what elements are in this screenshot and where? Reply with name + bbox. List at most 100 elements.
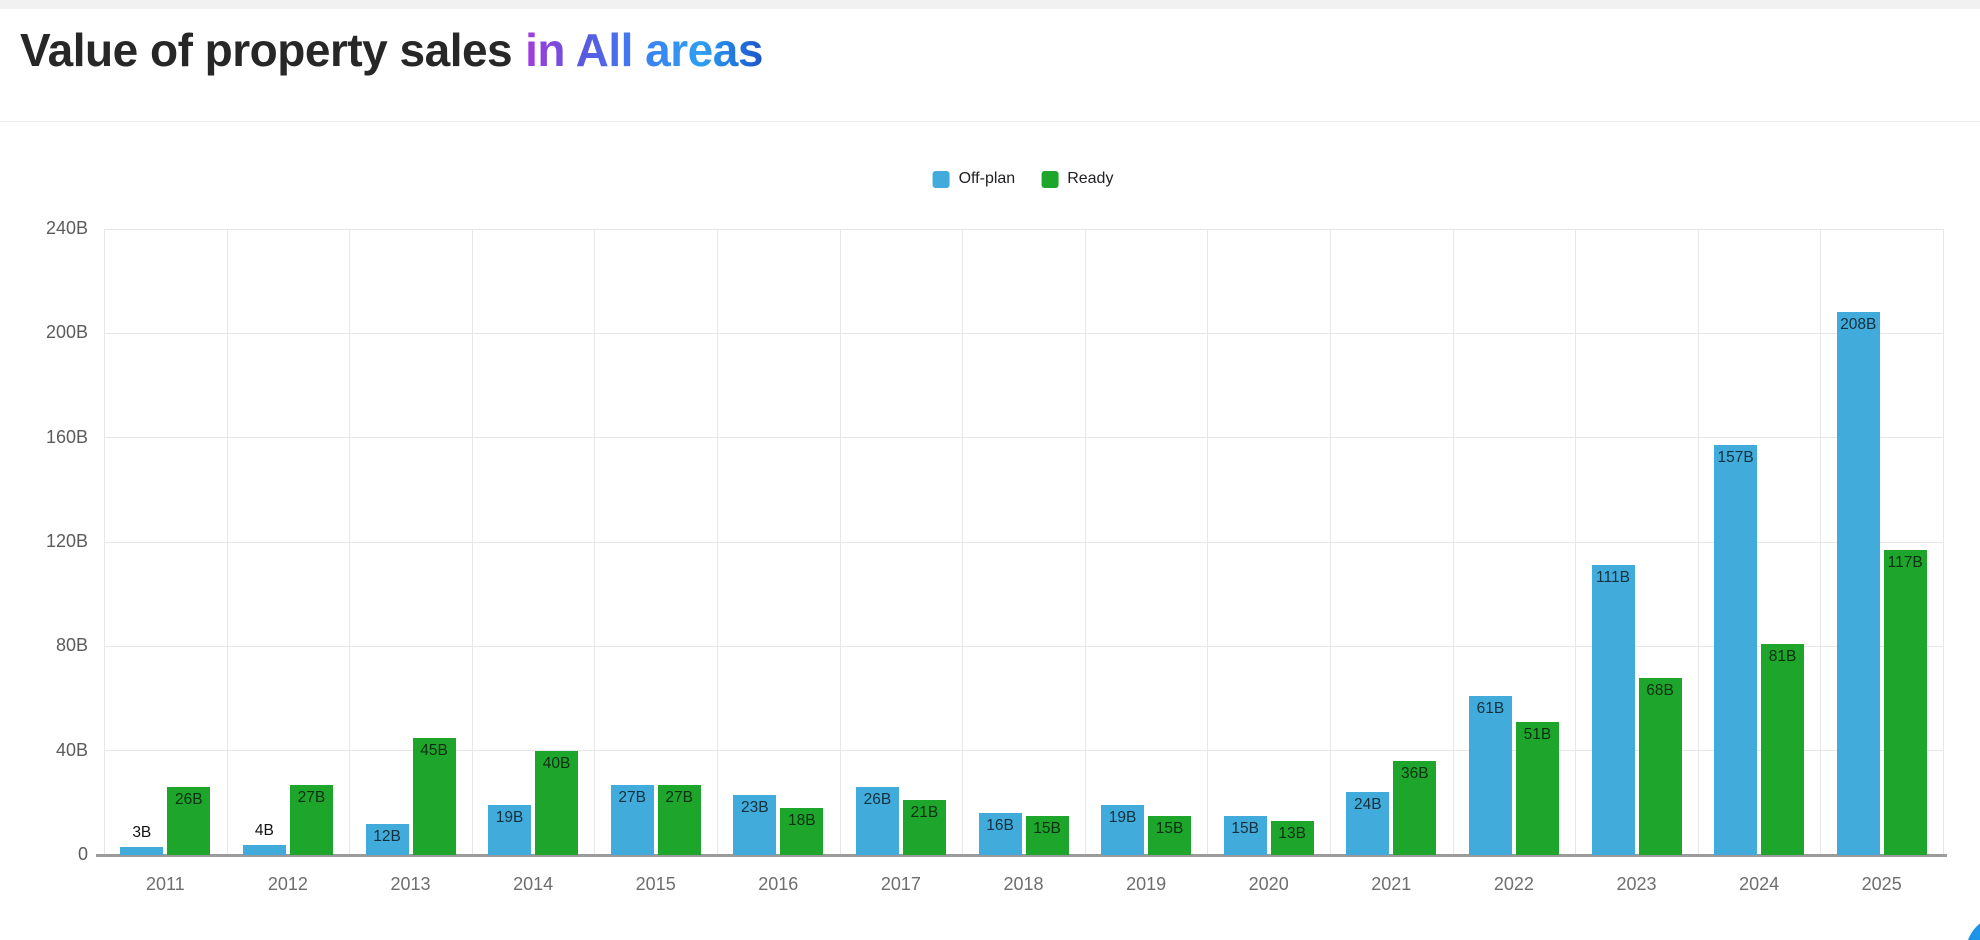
bar-value-label: 23B [741,799,769,816]
v-gridline [1207,229,1209,855]
x-axis-label: 2014 [513,874,554,894]
v-gridline [1084,229,1086,855]
legend-swatch-icon [1041,170,1059,188]
bar-value-label: 19B [495,809,524,827]
v-gridline [226,229,228,855]
page-title-highlight: in All areas [525,24,763,76]
bar-value-label: 15B [1231,819,1259,837]
x-axis-label: 2016 [758,874,799,894]
y-axis-tick-label: 240B [45,218,88,238]
x-axis-label: 2017 [880,874,921,894]
legend-item-ready[interactable]: Ready [1041,170,1113,188]
bar-ready-2023[interactable] [1638,677,1682,855]
bar-value-label: 157B [1717,449,1754,467]
v-gridline [1575,229,1577,855]
bar-value-label: 27B [665,788,693,806]
chat-fab-button[interactable] [1966,916,1980,940]
top-strip [0,0,1980,9]
bar-value-label: 68B [1646,681,1674,699]
bar-ready-2025[interactable] [1883,549,1927,855]
x-axis-label: 2025 [1861,874,1902,894]
v-gridline [1697,229,1699,855]
bar-ready-2024[interactable] [1761,643,1805,855]
legend-label: Off-plan [958,170,1016,187]
bar-off-plan-2021[interactable] [1346,792,1390,855]
legend-item-off-plan[interactable]: Off-plan [932,170,1016,188]
y-axis-tick-label: 80B [55,635,88,656]
bar-off-plan-2013[interactable] [365,823,409,855]
bar-ready-2013[interactable] [412,737,456,855]
bar-off-plan-2016[interactable] [733,795,777,855]
bar-ready-2022[interactable] [1515,721,1559,855]
x-axis-label: 2013 [390,874,431,894]
bar-value-label: 36B [1401,765,1429,783]
bar-off-plan-2018[interactable] [978,813,1022,855]
x-axis-line [96,854,1947,857]
v-gridline [104,229,105,855]
bar-ready-2017[interactable] [902,800,946,855]
bar-off-plan-2019[interactable] [1101,805,1145,855]
header: Value of property sales in All areas [0,9,1980,122]
h-gridline [104,750,1943,752]
bar-ready-2015[interactable] [657,784,701,855]
y-axis-tick-label: 200B [45,322,88,343]
bar-off-plan-2014[interactable] [488,805,532,855]
bar-ready-2019[interactable] [1148,815,1192,855]
h-gridline [104,437,1943,439]
bar-value-label: 27B [297,788,326,806]
bar-value-label: 40B [542,754,571,772]
bar-ready-2021[interactable] [1393,761,1437,855]
v-gridline [717,229,718,855]
h-gridline [104,645,1943,647]
bar-off-plan-2017[interactable] [855,787,899,855]
bar-off-plan-2015[interactable] [610,784,654,855]
bar-value-label: 4B [254,821,274,839]
bar-off-plan-2023[interactable] [1591,565,1635,855]
bar-off-plan-2012[interactable] [242,844,286,855]
bar-value-label: 26B [863,791,892,809]
x-axis-label: 2011 [145,874,185,894]
x-axis-label: 2015 [635,874,676,894]
bar-value-label: 16B [986,817,1014,835]
y-axis-tick-label: 160B [45,426,88,447]
bar-ready-2014[interactable] [535,750,579,855]
v-gridline [839,229,841,855]
x-axis-label: 2022 [1493,874,1534,894]
v-gridline [594,229,596,855]
bar-value-label: 27B [618,788,646,806]
h-gridline [104,541,1943,543]
v-gridline [1452,229,1454,855]
bar-value-label: 61B [1476,699,1505,717]
bar-value-label: 18B [788,812,816,830]
bar-value-label: 208B [1840,316,1877,334]
chart-legend: Off-plan Ready [932,170,1113,188]
bar-ready-2018[interactable] [1025,815,1069,855]
bar-off-plan-2020[interactable] [1223,815,1267,855]
bar-value-label: 19B [1108,809,1137,827]
bar-off-plan-2024[interactable] [1714,445,1758,855]
bar-ready-2020[interactable] [1270,821,1314,855]
bar-value-label: 15B [1155,819,1184,837]
bar-ready-2011[interactable] [167,787,211,855]
bar-ready-2012[interactable] [289,784,333,855]
page-title-prefix: Value of property sales [20,24,513,76]
bar-off-plan-2011[interactable] [120,847,164,855]
bar-off-plan-2022[interactable] [1468,695,1512,855]
bar-off-plan-2025[interactable] [1836,312,1880,855]
bar-value-label: 24B [1354,796,1382,814]
bar-value-label: 45B [420,741,448,759]
x-axis-label: 2019 [1126,874,1167,894]
x-axis-label: 2018 [1003,874,1044,894]
y-axis-tick-label: 120B [45,531,88,551]
page-title: Value of property sales in All areas [20,23,763,77]
bar-value-label: 15B [1033,819,1061,837]
bar-ready-2016[interactable] [780,808,824,855]
x-axis-label: 2012 [267,874,308,894]
v-gridline [1820,229,1822,855]
v-gridline [471,229,473,855]
bar-value-label: 117B [1887,553,1923,571]
bar-value-label: 13B [1278,825,1306,843]
y-axis-tick-label: 0 [77,844,88,864]
bar-value-label: 12B [373,827,401,845]
